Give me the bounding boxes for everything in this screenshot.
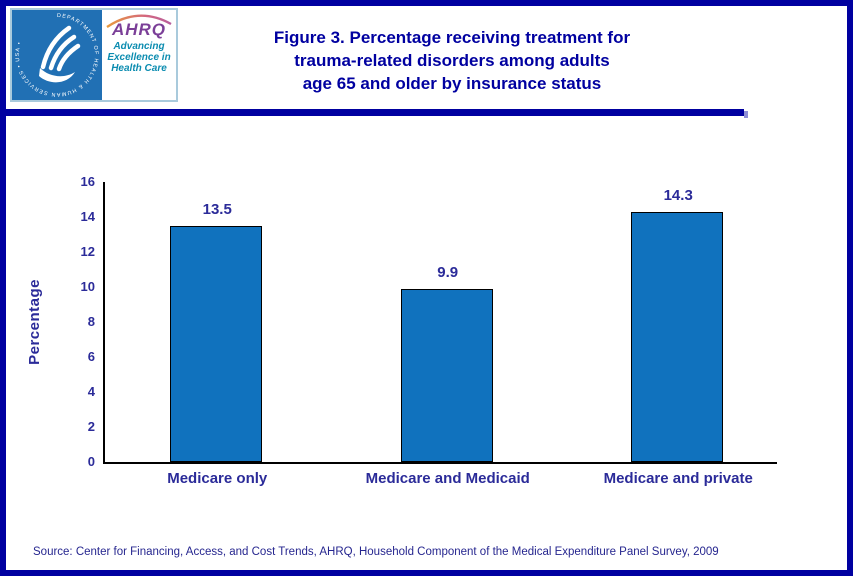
ahrq-arc-icon: [106, 14, 172, 28]
figure-title-line: trauma-related disorders among adults: [294, 51, 610, 70]
y-axis-tick-label: 8: [87, 314, 95, 329]
y-axis-tick-label: 6: [87, 349, 95, 364]
x-axis-category-label: Medicare and private: [603, 470, 753, 487]
bar-value-label: 13.5: [202, 201, 232, 218]
bar-value-label: 14.3: [663, 187, 693, 204]
y-axis-tick-label: 0: [87, 454, 95, 469]
y-axis-tick-label: 2: [87, 419, 95, 434]
figure-title-line: age 65 and older by insurance status: [302, 74, 602, 93]
y-axis-tick-label: 14: [80, 209, 95, 224]
y-axis-tick-label: 10: [80, 279, 95, 294]
chart-bar: [631, 212, 724, 462]
figure-title: Figure 3. Percentage receiving treatment…: [176, 26, 728, 95]
figure-title-line: Figure 3. Percentage receiving treatment…: [273, 28, 631, 47]
y-axis-tick-label: 16: [80, 174, 95, 189]
chart-bar: [400, 289, 493, 462]
ahrq-acronym: AHRQ: [111, 20, 167, 39]
y-axis-tick-label: 12: [80, 244, 95, 259]
chart-bar: [170, 226, 263, 462]
agency-logo: DEPARTMENT OF HEALTH & HUMAN SERVICES • …: [10, 8, 178, 102]
plot-area: 0 2 4 6 8 10 12 14 16 13.5 Medicare only 9.9 Medicar…: [81, 174, 777, 487]
y-axis-tick-label: 4: [87, 384, 95, 399]
ahrq-tagline: Advancing Excellence in Health Care: [102, 41, 176, 74]
y-axis-title-text: Percentage: [26, 279, 43, 365]
hhs-eagle-icon: DEPARTMENT OF HEALTH & HUMAN SERVICES • …: [15, 13, 98, 97]
tagline-line: Excellence in: [107, 52, 171, 63]
bar-value-label: 9.9: [437, 264, 459, 281]
tagline-line: Health Care: [111, 63, 167, 74]
hhs-seal: DEPARTMENT OF HEALTH & HUMAN SERVICES • …: [12, 10, 102, 100]
tagline-line: Advancing: [113, 41, 165, 52]
x-axis-category-label: Medicare and Medicaid: [365, 470, 530, 487]
y-axis-title: Percentage: [26, 182, 43, 462]
ahrq-logo: AHRQ Advancing Excellence in Health Care: [102, 10, 176, 100]
x-axis-category-label: Medicare only: [167, 470, 268, 487]
header-divider-bar: [6, 109, 748, 118]
source-note: Source: Center for Financing, Access, an…: [33, 546, 719, 558]
